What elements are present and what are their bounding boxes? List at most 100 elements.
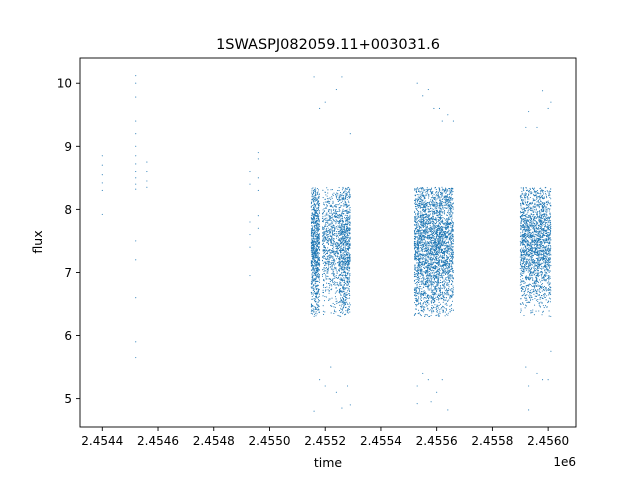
data-point — [338, 207, 341, 209]
data-point — [329, 257, 331, 259]
data-point — [415, 259, 417, 261]
data-point — [347, 267, 349, 269]
data-point — [451, 279, 453, 281]
data-point — [135, 120, 137, 122]
data-point — [421, 214, 423, 216]
data-point — [313, 315, 315, 317]
data-point — [341, 226, 343, 228]
data-point — [425, 262, 427, 264]
data-point — [311, 273, 313, 275]
data-point — [420, 286, 422, 288]
data-point — [343, 268, 345, 270]
data-point — [318, 227, 320, 229]
data-point — [325, 263, 327, 265]
data-point — [422, 209, 424, 211]
data-point — [311, 229, 313, 231]
data-point — [343, 246, 345, 248]
data-point — [317, 230, 319, 232]
data-point — [443, 245, 445, 247]
data-point — [329, 209, 331, 211]
data-point — [343, 302, 345, 304]
data-point — [346, 221, 348, 223]
data-point — [325, 267, 328, 269]
data-point — [313, 273, 315, 275]
data-point — [328, 258, 330, 261]
data-point — [450, 244, 452, 246]
data-point — [422, 309, 425, 311]
data-point — [346, 255, 348, 257]
data-point — [328, 292, 330, 294]
data-point — [317, 288, 319, 290]
data-point — [416, 209, 418, 211]
data-point — [428, 246, 430, 248]
data-point — [420, 265, 422, 267]
data-point — [445, 189, 447, 191]
data-point — [439, 198, 441, 200]
data-point — [421, 282, 423, 284]
data-point — [325, 278, 327, 280]
data-point — [441, 214, 443, 216]
data-point — [443, 281, 445, 283]
data-point — [450, 265, 452, 267]
data-point — [430, 245, 432, 248]
data-point — [335, 282, 337, 284]
data-point — [338, 260, 340, 262]
data-point — [315, 292, 317, 294]
data-point — [313, 222, 315, 224]
data-point — [322, 231, 324, 234]
data-point — [423, 241, 425, 244]
data-point — [146, 170, 148, 173]
data-point — [421, 255, 423, 257]
data-point — [414, 233, 416, 235]
data-point — [425, 260, 427, 262]
data-point — [424, 216, 426, 218]
data-point — [432, 298, 434, 300]
data-point — [427, 192, 429, 194]
data-point — [417, 255, 419, 257]
data-point — [318, 195, 320, 197]
data-point — [426, 273, 428, 275]
data-point — [314, 308, 316, 311]
data-point — [423, 271, 425, 273]
data-point — [335, 205, 337, 208]
data-point — [431, 202, 433, 204]
data-point — [421, 192, 423, 194]
data-point — [437, 239, 439, 241]
data-point — [425, 193, 427, 195]
data-point — [327, 265, 330, 267]
data-point — [440, 267, 442, 269]
data-point — [417, 300, 419, 302]
data-point — [415, 252, 417, 254]
data-point — [450, 270, 452, 273]
data-point — [415, 276, 417, 278]
data-point — [431, 200, 434, 202]
data-point — [331, 221, 333, 223]
data-point — [340, 279, 342, 281]
data-point — [349, 404, 351, 406]
data-point — [426, 214, 428, 216]
data-point — [343, 263, 345, 265]
data-point — [325, 239, 327, 241]
data-point — [436, 298, 438, 301]
data-point — [428, 215, 430, 217]
data-point — [341, 300, 343, 302]
data-point — [318, 265, 321, 267]
data-point — [342, 261, 344, 263]
data-point — [424, 314, 426, 316]
data-point — [345, 253, 348, 255]
data-point — [433, 289, 435, 291]
data-point — [310, 260, 313, 262]
data-point — [330, 217, 333, 219]
data-point — [315, 199, 317, 201]
data-point — [331, 268, 333, 270]
data-point — [339, 226, 341, 228]
data-point — [313, 236, 315, 238]
data-point — [429, 289, 431, 291]
data-point — [343, 223, 345, 225]
data-point — [313, 269, 315, 271]
data-point — [346, 204, 348, 206]
data-point — [344, 231, 346, 233]
data-point — [341, 256, 343, 258]
data-point — [341, 268, 343, 270]
data-point — [348, 306, 350, 308]
